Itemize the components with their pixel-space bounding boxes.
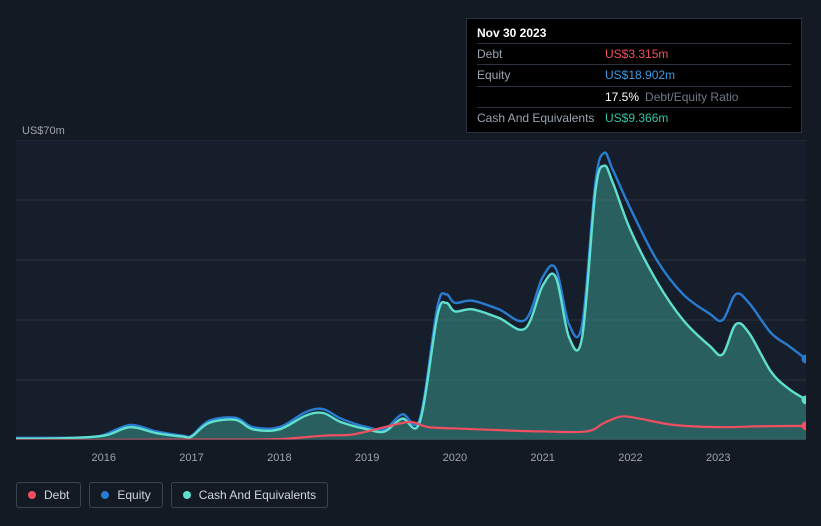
tooltip-row-equity: Equity US$18.902m [477,64,791,85]
chart-tooltip: Nov 30 2023 Debt US$3.315m Equity US$18.… [466,18,802,133]
chart-area[interactable] [16,140,806,440]
tooltip-trail: Debt/Equity Ratio [645,89,738,105]
tooltip-value: 17.5% [605,89,639,105]
legend-item-debt[interactable]: Debt [16,482,81,508]
legend-label: Cash And Equivalents [199,488,316,502]
tooltip-label: Cash And Equivalents [477,110,605,126]
tooltip-label: Equity [477,67,605,83]
legend: Debt Equity Cash And Equivalents [16,482,328,508]
tooltip-row-ratio: 17.5% Debt/Equity Ratio [477,86,791,107]
tooltip-value: US$9.366m [605,110,668,126]
tooltip-row-debt: Debt US$3.315m [477,43,791,64]
tooltip-label [477,89,605,105]
legend-dot-icon [183,491,191,499]
legend-dot-icon [28,491,36,499]
legend-dot-icon [101,491,109,499]
legend-label: Debt [44,488,69,502]
legend-item-equity[interactable]: Equity [89,482,162,508]
tooltip-value: US$18.902m [605,67,675,83]
y-axis-top-label: US$70m [22,125,65,137]
x-axis-labels: 20162017201820192020202120222023 [16,452,806,466]
tooltip-value: US$3.315m [605,46,668,62]
legend-item-cash[interactable]: Cash And Equivalents [171,482,328,508]
chart-svg [16,140,806,440]
legend-label: Equity [117,488,150,502]
tooltip-date: Nov 30 2023 [477,25,791,43]
tooltip-row-cash: Cash And Equivalents US$9.366m [477,107,791,128]
tooltip-label: Debt [477,46,605,62]
